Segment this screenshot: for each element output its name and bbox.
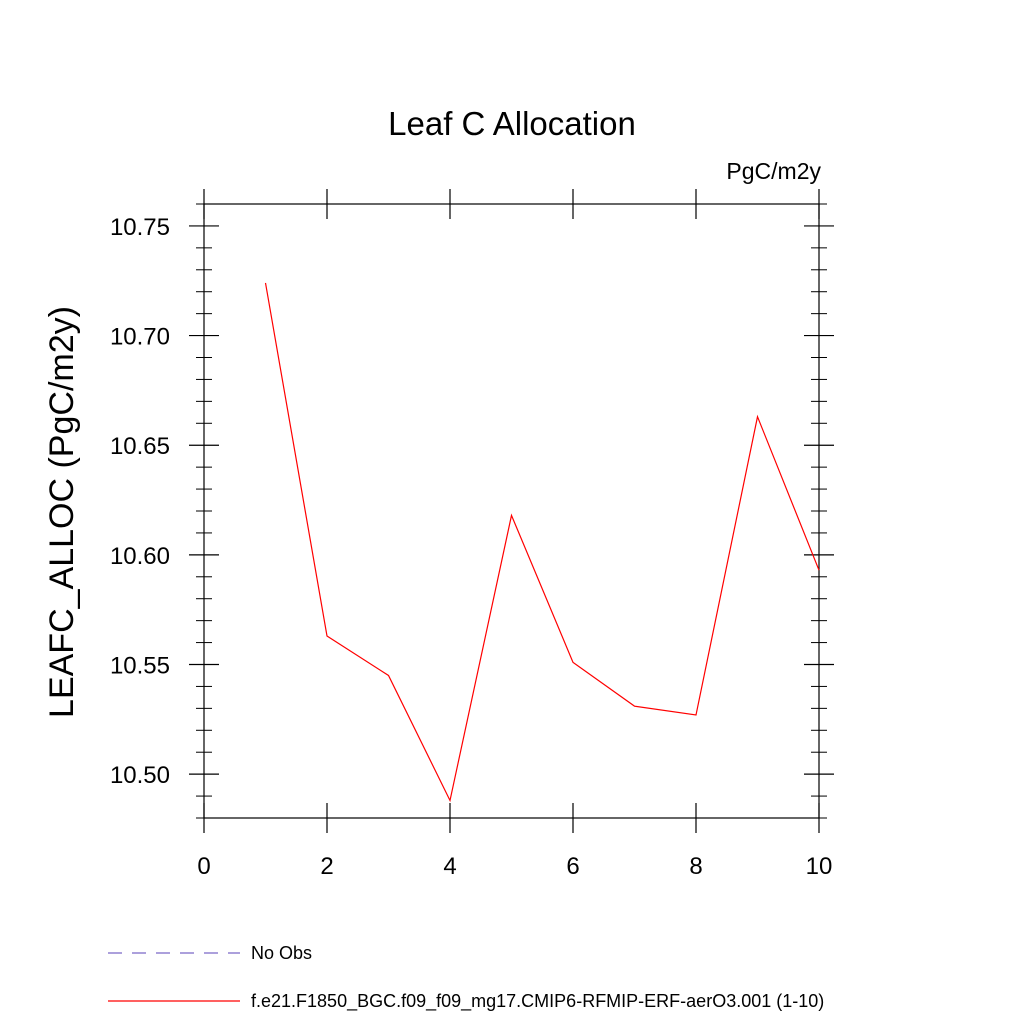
series-layer [264, 282, 820, 803]
x-tick-label: 6 [566, 853, 579, 880]
legend-label: No Obs [251, 943, 312, 963]
x-tick-label: 4 [443, 853, 456, 880]
ticks-layer: 0 2 4 6 8 10 10.50 10.55 10.60 10.65 10.70 10.75 [110, 189, 834, 880]
chart-title: Leaf C Allocation [388, 105, 636, 142]
y-axis-label: LEAFC_ALLOC (PgC/m2y) [43, 306, 81, 718]
y-tick-label: 10.60 [110, 543, 170, 570]
plot-frame [203, 203, 820, 819]
series-line [264, 282, 820, 803]
chart-units: PgC/m2y [726, 158, 821, 184]
y-tick-label: 10.75 [110, 214, 170, 241]
y-tick-label: 10.55 [110, 653, 170, 680]
y-tick-label: 10.50 [110, 762, 170, 789]
legend-label: f.e21.F1850_BGC.f09_f09_mg17.CMIP6-RFMIP… [251, 991, 824, 1012]
y-tick-label: 10.70 [110, 324, 170, 351]
x-tick-label: 10 [806, 853, 833, 880]
y-tick-label: 10.65 [110, 433, 170, 460]
x-tick-label: 0 [197, 853, 210, 880]
legend: No Obs f.e21.F1850_BGC.f09_f09_mg17.CMIP6… [108, 943, 824, 1012]
x-tick-label: 2 [320, 853, 333, 880]
x-tick-label: 8 [689, 853, 702, 880]
